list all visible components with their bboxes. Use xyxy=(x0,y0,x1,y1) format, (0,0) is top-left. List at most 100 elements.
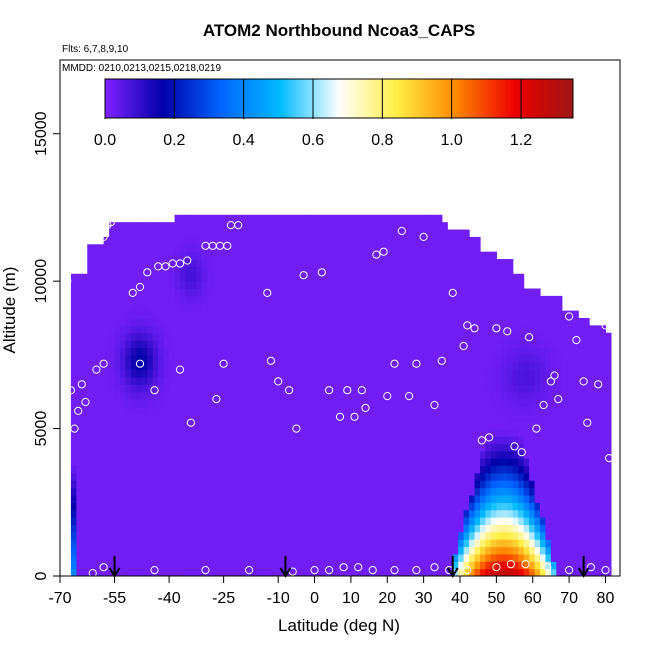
heatmap-cell xyxy=(594,472,601,481)
sample-point xyxy=(532,424,541,433)
heatmap-cell xyxy=(589,362,596,371)
heatmap-cell xyxy=(76,406,83,415)
heatmap-cell xyxy=(316,472,323,481)
heatmap-cell xyxy=(485,406,492,415)
heatmap-cell xyxy=(545,568,552,576)
heatmap-cell xyxy=(420,332,427,341)
heatmap-cell xyxy=(196,347,203,356)
heatmap-cell xyxy=(370,458,377,467)
heatmap-cell xyxy=(305,524,312,533)
heatmap-cell xyxy=(114,362,121,371)
heatmap-cell xyxy=(169,259,176,267)
heatmap-cell xyxy=(218,421,225,430)
heatmap-cell xyxy=(403,561,410,570)
heatmap-cell xyxy=(109,318,116,326)
heatmap-cell xyxy=(201,480,208,489)
heatmap-cell xyxy=(120,362,127,371)
heatmap-cell xyxy=(185,546,192,555)
heatmap-cell xyxy=(109,332,116,341)
heatmap-cell xyxy=(403,568,410,576)
heatmap-cell xyxy=(240,568,247,576)
heatmap-cell xyxy=(240,421,247,430)
heatmap-cell xyxy=(283,325,290,334)
heatmap-cell xyxy=(430,354,437,363)
heatmap-cell xyxy=(485,546,492,555)
heatmap-cell xyxy=(125,494,132,503)
heatmap-cell xyxy=(474,391,481,400)
heatmap-cell xyxy=(403,546,410,555)
heatmap-cell xyxy=(540,450,547,459)
heatmap-cell xyxy=(289,502,296,511)
heatmap-cell xyxy=(512,509,519,518)
heatmap-cell xyxy=(583,480,590,489)
heatmap-cell xyxy=(250,391,257,400)
heatmap-cell xyxy=(392,480,399,489)
heatmap-cell xyxy=(283,531,290,540)
heatmap-cell xyxy=(458,406,465,415)
heatmap-cell xyxy=(223,502,230,511)
heatmap-cell xyxy=(550,347,557,356)
heatmap-cell xyxy=(114,480,121,489)
heatmap-cell xyxy=(349,561,356,570)
heatmap-cell xyxy=(114,539,121,548)
heatmap-cell xyxy=(507,487,514,496)
heatmap-cell xyxy=(594,458,601,467)
heatmap-cell xyxy=(436,450,443,459)
heatmap-cell xyxy=(70,524,77,533)
heatmap-cell xyxy=(403,266,410,275)
heatmap-cell xyxy=(305,539,312,548)
heatmap-cell xyxy=(469,376,476,385)
heatmap-cell xyxy=(229,406,236,415)
heatmap-cell xyxy=(212,236,219,245)
heatmap-cell xyxy=(92,251,99,260)
heatmap-cell xyxy=(485,472,492,481)
heatmap-cell xyxy=(212,325,219,334)
heatmap-cell xyxy=(218,214,225,223)
heatmap-cell xyxy=(425,340,432,349)
heatmap-cell xyxy=(327,524,334,533)
sample-point xyxy=(503,327,512,336)
heatmap-cell xyxy=(425,399,432,408)
heatmap-cell xyxy=(441,244,448,253)
heatmap-cell xyxy=(545,332,552,341)
heatmap-cell xyxy=(283,266,290,275)
heatmap-cell xyxy=(556,325,563,334)
heatmap-cell xyxy=(250,214,257,223)
heatmap-cell xyxy=(174,340,181,349)
heatmap-cell xyxy=(523,458,530,467)
heatmap-cell xyxy=(370,354,377,363)
heatmap-cell xyxy=(169,251,176,260)
heatmap-cell xyxy=(392,458,399,467)
heatmap-cell xyxy=(136,318,143,326)
heatmap-cell xyxy=(354,502,361,511)
heatmap-cell xyxy=(240,236,247,245)
heatmap-cell xyxy=(190,472,197,481)
heatmap-cell xyxy=(114,531,121,540)
heatmap-cell xyxy=(600,546,607,555)
heatmap-cell xyxy=(81,273,88,282)
heatmap-cell xyxy=(414,244,421,253)
heatmap-cell xyxy=(267,384,274,393)
heatmap-cell xyxy=(158,236,165,245)
heatmap-cell xyxy=(245,487,252,496)
heatmap-cell xyxy=(409,332,416,341)
heatmap-cell xyxy=(234,406,241,415)
heatmap-cell xyxy=(392,450,399,459)
heatmap-cell xyxy=(594,561,601,570)
heatmap-cell xyxy=(420,340,427,349)
heatmap-cell xyxy=(490,354,497,363)
heatmap-cell xyxy=(316,561,323,570)
heatmap-cell xyxy=(185,487,192,496)
heatmap-cell xyxy=(120,332,127,341)
heatmap-cell xyxy=(234,288,241,297)
heatmap-cell xyxy=(76,480,83,489)
heatmap-cell xyxy=(474,288,481,297)
heatmap-cell xyxy=(529,458,536,467)
heatmap-cell xyxy=(420,362,427,371)
heatmap-cell xyxy=(567,494,574,503)
heatmap-cell xyxy=(240,435,247,444)
heatmap-cell xyxy=(360,487,367,496)
heatmap-cell xyxy=(180,259,187,267)
heatmap-cell xyxy=(283,546,290,555)
heatmap-cell xyxy=(387,376,394,385)
